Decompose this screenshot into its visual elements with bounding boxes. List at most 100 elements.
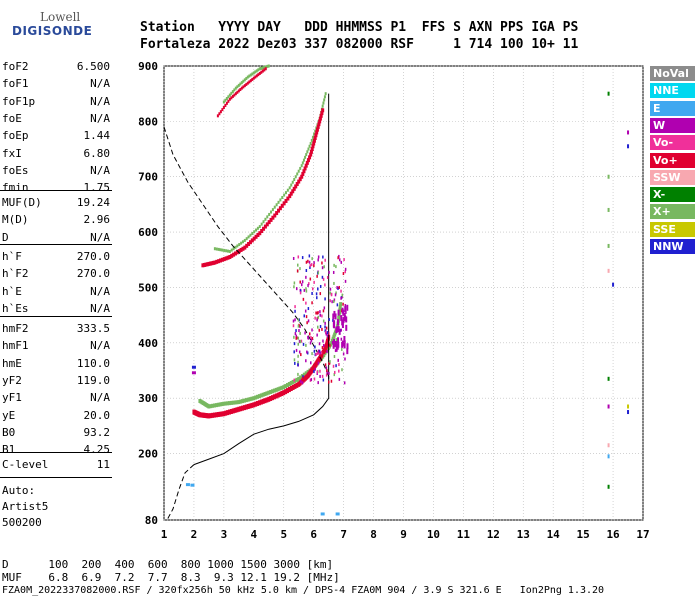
o-trace-2hop-point	[245, 243, 249, 248]
param-name: h`E	[2, 284, 22, 298]
spread-echo-point	[317, 349, 320, 353]
o-trace-f2-point	[274, 393, 278, 399]
x-trace-2hop-point	[241, 240, 244, 244]
auto-code: 500200	[2, 516, 42, 529]
spread-echo-point	[333, 310, 336, 317]
x-trace-2hop-point	[279, 198, 282, 202]
spread-echo-point	[333, 373, 336, 377]
separator-line	[0, 190, 112, 191]
spread-echo-point	[319, 292, 322, 296]
x-trace-3hop-point	[263, 65, 266, 69]
spread-echo-point	[332, 342, 335, 349]
o-trace-f2-point	[284, 389, 288, 395]
x-trace-f2-point	[280, 385, 284, 390]
spread-echo-point	[324, 325, 326, 329]
x-trace-f2-point	[333, 332, 337, 337]
x-trace-2hop-point	[234, 245, 237, 249]
x-trace-2hop-point	[302, 158, 305, 162]
x-trace-3hop-point	[249, 73, 252, 77]
x-trace-f2-point	[263, 392, 267, 397]
x-tick-label: 3	[221, 528, 228, 541]
param-row: fxI 6.80	[2, 147, 110, 165]
spread-echo-point	[333, 320, 336, 327]
spread-echo-point	[333, 263, 335, 267]
o-trace-2hop-point	[295, 181, 299, 186]
o-trace-3hop-point	[221, 108, 224, 112]
spread-echo-point	[316, 296, 318, 300]
spread-echo-point	[340, 315, 343, 322]
x-tick-label: 14	[547, 528, 561, 541]
o-trace-2hop-point	[282, 201, 286, 206]
x-trace-f2-point	[216, 402, 220, 407]
spread-echo-point	[293, 335, 295, 339]
o-trace-f2-point	[229, 408, 233, 414]
spread-echo-point	[332, 364, 335, 368]
spread-echo-point	[313, 349, 316, 353]
spread-echo-point	[310, 336, 312, 340]
x-trace-f2-point	[254, 395, 258, 400]
o-trace-2hop-point	[256, 233, 260, 238]
o-trace-f2-point	[250, 402, 254, 408]
o-trace-f2-point	[259, 399, 263, 405]
spread-echo-point	[301, 283, 303, 287]
x-tick-label: 10	[427, 528, 440, 541]
spread-echo-point	[311, 291, 313, 295]
x-trace-2hop-point	[213, 247, 216, 251]
spread-echo-point	[307, 283, 309, 287]
spread-echo-point	[330, 379, 333, 383]
spread-echo-point	[326, 331, 329, 335]
spread-echo-point	[299, 331, 301, 335]
o-trace-f2-point	[233, 407, 237, 413]
spread-echo-point	[311, 287, 314, 291]
o-trace-2hop-point	[319, 113, 323, 118]
lowell-digisonde-logo: Lowell DIGISONDE	[2, 4, 122, 44]
spread-echo-point	[315, 311, 317, 315]
spread-echo-point	[322, 343, 325, 347]
spread-echo-point	[294, 305, 296, 309]
x-trace-3hop-point	[234, 86, 237, 90]
x-trace-2hop-point	[293, 178, 296, 181]
param-value: 2.96	[83, 213, 111, 227]
o-trace-2hop-point	[288, 194, 292, 199]
x-trace-2hop-point	[306, 150, 309, 154]
spread-echo-point	[297, 263, 299, 267]
x-trace-2hop-point	[238, 243, 241, 247]
o-trace-3hop-point	[258, 71, 261, 75]
x-trace-2hop-point	[323, 98, 326, 102]
param-value: 6.500	[76, 60, 110, 73]
o-trace-2hop-point	[224, 256, 228, 261]
o-trace-f2-point	[237, 406, 241, 412]
x-trace-2hop-point	[309, 142, 312, 146]
o-trace-3hop-point	[246, 81, 249, 85]
o-trace-f2-point	[252, 402, 256, 408]
param-value: N/A	[90, 339, 110, 353]
spread-echo-point	[329, 287, 332, 291]
x-trace-f2-point	[214, 403, 218, 408]
x-trace-2hop-point	[323, 95, 326, 99]
param-value: N/A	[90, 391, 110, 405]
o-trace-2hop-point	[305, 160, 309, 165]
spread-echo-point	[292, 256, 295, 260]
x-trace-3hop-point	[264, 65, 267, 69]
legend-item-ssw: SSW	[650, 169, 695, 185]
separator-line	[0, 316, 112, 317]
spread-echo-point	[322, 339, 324, 343]
x-trace-3hop-point	[228, 93, 231, 97]
o-trace-3hop-point	[248, 80, 251, 84]
x-trace-2hop-point	[225, 249, 228, 253]
param-name: h`F2	[2, 267, 29, 281]
spread-echo-point	[319, 325, 322, 329]
spread-echo-point	[302, 342, 305, 346]
x-trace-f2-point	[337, 315, 341, 320]
param-name: foF1	[2, 77, 29, 91]
spread-echo-point	[337, 337, 340, 344]
x-trace-2hop-point	[296, 172, 299, 176]
o-trace-2hop-point	[286, 196, 290, 201]
spread-echo-point	[335, 345, 338, 352]
y-tick-label: 800	[138, 115, 158, 128]
o-trace-2hop-point	[252, 236, 256, 241]
x-tick-label: 2	[191, 528, 198, 541]
spread-echo-point	[338, 369, 340, 373]
o-trace-3hop-point	[240, 86, 243, 90]
param-value: 119.0	[76, 373, 110, 387]
